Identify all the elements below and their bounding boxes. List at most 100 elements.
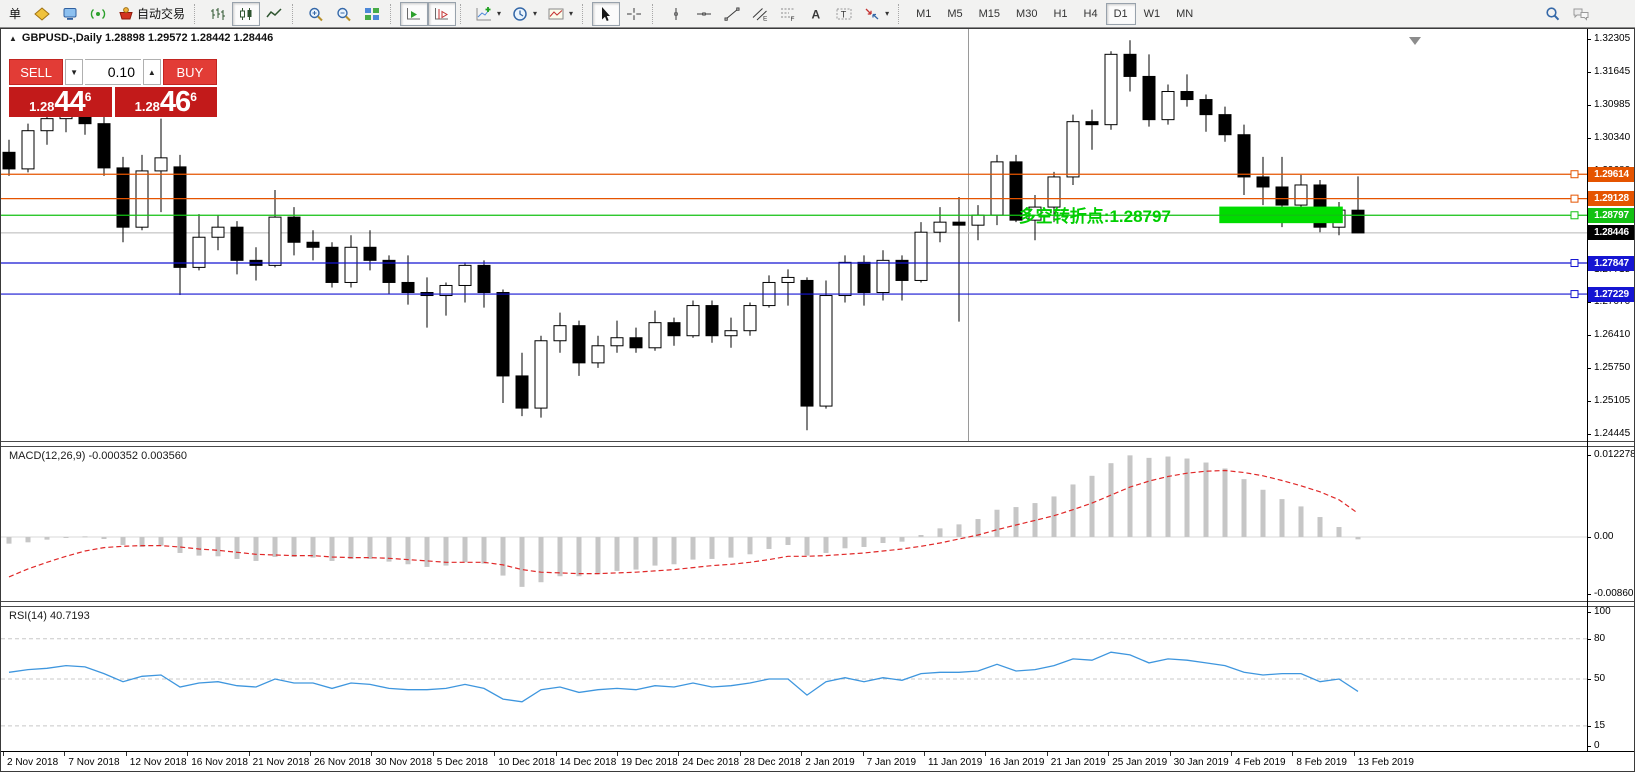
dropdown-arrow-icon[interactable]: ▾	[569, 9, 574, 18]
sell-price-prefix: 1.28	[29, 98, 55, 114]
axis-tick-label: 100	[1594, 606, 1611, 617]
autotrading-button[interactable]: 自动交易	[112, 2, 190, 26]
time-axis-label: 24 Dec 2018	[682, 757, 740, 768]
timeframe-h4-button[interactable]: H4	[1083, 7, 1098, 20]
dropdown-arrow-icon[interactable]: ▾	[885, 9, 890, 18]
axis-tick-label: 1.26410	[1594, 329, 1631, 341]
time-axis-label: 10 Dec 2018	[498, 757, 555, 768]
gold-icon[interactable]	[28, 2, 56, 26]
axis-tick-mark	[1587, 638, 1591, 640]
crosshair-button[interactable]	[620, 2, 648, 26]
terminal-icon[interactable]	[56, 2, 84, 26]
auto-scroll-button[interactable]	[400, 1, 429, 26]
chart-shift-button[interactable]	[428, 1, 457, 26]
time-axis-label: 25 Jan 2019	[1112, 757, 1168, 768]
time-axis-tick	[1108, 752, 1110, 756]
line-chart-button[interactable]	[260, 2, 288, 26]
zoom-out-button[interactable]	[330, 2, 358, 26]
time-axis-label: 5 Dec 2018	[436, 757, 488, 768]
pane-splitter[interactable]	[1, 601, 1634, 607]
toolbar-right-group	[1539, 2, 1595, 26]
periods-button[interactable]: ▾	[506, 2, 542, 26]
time-axis-label: 13 Feb 2019	[1357, 757, 1414, 768]
toolbar-separator	[194, 3, 200, 24]
time-axis-label: 7 Jan 2019	[866, 757, 917, 768]
axis-tick-mark	[1587, 72, 1591, 74]
axis-tick-label: 50	[1594, 673, 1606, 684]
main-price-pane[interactable]: 多空转折点:1.28797	[1, 29, 1587, 441]
axis-tick-mark	[1587, 105, 1591, 107]
bar-chart-button[interactable]	[204, 2, 232, 26]
timeframe-h1-button[interactable]: H1	[1053, 7, 1068, 20]
axis-tick-label: 1.24445	[1594, 427, 1631, 439]
time-axis-label: 2 Jan 2019	[805, 757, 855, 768]
volume-increase-button[interactable]: ▲	[143, 59, 161, 85]
time-axis-tick	[310, 752, 311, 756]
price-level-badge: 1.29614	[1588, 166, 1634, 182]
time-axis-tick	[555, 752, 557, 756]
time-axis-label: 30 Nov 2018	[375, 757, 433, 768]
cursor-button[interactable]	[592, 1, 621, 26]
candlestick-chart-button[interactable]	[232, 1, 261, 26]
timeframe-m1-button[interactable]: M1	[916, 7, 932, 20]
axis-tick-label: 0	[1594, 740, 1600, 751]
toolbar-separator	[460, 3, 466, 24]
timeframe-d1-button[interactable]: D1	[1105, 2, 1136, 25]
axis-tick-mark	[1587, 679, 1591, 680]
macd-pane[interactable]	[1, 447, 1587, 601]
chat-button[interactable]	[1567, 2, 1595, 26]
arrows-button[interactable]: ▾	[858, 2, 894, 26]
svg-text:T: T	[841, 9, 847, 19]
timeframe-m30-button[interactable]: M30	[1016, 7, 1038, 20]
zoom-in-button[interactable]	[302, 2, 330, 26]
time-axis-label: 16 Nov 2018	[191, 757, 248, 768]
chart-window[interactable]: ▲ GBPUSD-,Daily 1.28898 1.29572 1.28442 …	[0, 28, 1635, 772]
signal-icon[interactable]	[84, 2, 112, 26]
time-axis-label: 28 Dec 2018	[743, 757, 801, 768]
dropdown-arrow-icon[interactable]: ▾	[533, 9, 538, 18]
axis-tick-mark	[1587, 302, 1591, 304]
time-axis[interactable]: 2 Nov 2018 7 Nov 2018 12 Nov 2018 16 Nov 20…	[1, 751, 1634, 771]
time-axis-tick	[1292, 752, 1294, 756]
timeframe-w1-button[interactable]: W1	[1143, 7, 1161, 20]
timeframe-mn-button[interactable]: MN	[1176, 7, 1194, 20]
sell-button[interactable]: SELL	[9, 59, 64, 85]
horizontal-line-button[interactable]	[690, 2, 718, 26]
buy-button[interactable]: BUY	[162, 59, 217, 85]
time-axis-tick	[432, 752, 434, 756]
volume-decrease-button[interactable]: ▼	[65, 59, 83, 85]
time-axis-tick	[125, 752, 127, 756]
rsi-label: RSI(14) 40.7193	[9, 610, 90, 622]
timeframe-m5-button[interactable]: M5	[947, 7, 963, 20]
axis-tick-label: -0.008605	[1594, 588, 1635, 600]
pane-splitter[interactable]	[1, 441, 1634, 447]
collapse-icon[interactable]: ▲	[9, 33, 17, 43]
templates-button[interactable]: ▾	[542, 2, 578, 26]
vertical-line-button[interactable]	[662, 2, 690, 26]
time-axis-tick	[1353, 752, 1355, 756]
trendline-button[interactable]	[718, 2, 746, 26]
axis-tick-mark	[1587, 455, 1591, 457]
dropdown-arrow-icon[interactable]: ▾	[497, 9, 502, 18]
search-button[interactable]	[1539, 2, 1567, 26]
text-label-button[interactable]: T	[830, 2, 858, 26]
sell-price-box[interactable]: 1.28 44 6	[9, 87, 112, 117]
price-axis[interactable]: 1.323051.316451.309851.303401.296801.290…	[1587, 29, 1635, 751]
text-button[interactable]: A	[802, 2, 830, 26]
rsi-pane[interactable]	[1, 607, 1587, 751]
equidistant-channel-button[interactable]: E	[746, 2, 774, 26]
new-order-button[interactable]: 单	[8, 7, 21, 21]
time-axis-tick	[678, 752, 680, 756]
volume-input[interactable]	[85, 59, 141, 85]
axis-tick-mark	[1587, 335, 1591, 337]
axis-tick-label: 1.25105	[1594, 394, 1631, 406]
tile-windows-button[interactable]	[358, 2, 386, 26]
buy-price-box[interactable]: 1.28 46 6	[114, 87, 217, 117]
timeframe-m15-button[interactable]: M15	[978, 7, 1001, 20]
time-axis-tick	[801, 752, 803, 756]
indicators-button[interactable]: ▾	[470, 2, 506, 26]
macd-label: MACD(12,26,9) -0.000352 0.003560	[9, 450, 187, 462]
fibonacci-button[interactable]: F	[774, 2, 802, 26]
axis-tick-label: 80	[1594, 632, 1606, 644]
